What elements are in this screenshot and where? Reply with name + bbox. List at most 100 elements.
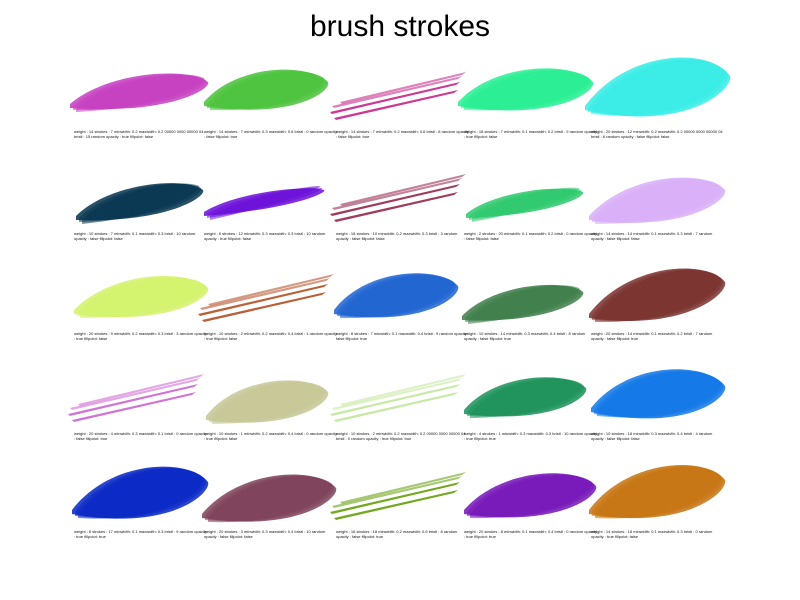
stroke-caption: weight : 2 strokes : 20 minwidth: 0.1 ma… [464,231,597,241]
brush-stroke-cell: weight : 20 strokes : 9 minwidth: 0.2 ma… [68,270,218,355]
stroke-line [332,76,462,108]
brush-stroke-graphic [72,466,209,519]
brush-stroke-graphic [466,187,584,222]
stroke-caption: weight : 10 strokes : 18 minwidth: 0.3 m… [591,431,713,441]
stroke-line [200,278,330,310]
stroke-line [330,482,460,514]
stroke-line [330,184,460,216]
brush-stroke-cell: weight : 20 strokes : 4 minwidth: 0.3 ma… [68,370,218,455]
brush-stroke-graphic [589,268,726,323]
stroke-blob [595,269,722,323]
stroke-line [334,392,458,422]
brush-stroke-graphic [464,377,587,418]
brush-stroke-cell: weight : 10 strokes : 14 minwidth: 0.3 m… [458,270,608,355]
page-title: brush strokes [309,10,491,43]
stroke-line [334,192,458,222]
stroke-blob [595,179,722,225]
brush-stroke-cell: weight : 20 strokes : 8 minwidth: 0.1 ma… [458,468,608,553]
stroke-line [332,476,462,508]
brush-stroke-cell: weight : 10 strokes : 7 minwidth: 0.1 ma… [68,170,218,255]
brush-stroke-cell: weight : 20 strokes : 3 minwidth: 0.3 ma… [198,468,348,553]
brush-stroke-graphic [74,276,209,319]
brush-stroke-graphic [464,473,597,519]
stroke-blob [340,274,455,319]
stroke-line [202,292,326,322]
stroke-blob [82,183,200,224]
stroke-line [70,378,200,410]
stroke-blob [595,466,722,519]
stroke-caption: weight : 14 strokes : 7 minwidth: 0.2 ma… [336,129,469,139]
stroke-blob [212,381,325,424]
brush-stroke-cell: weight : 4 strokes : 1 minwidth: 0.3 max… [458,370,608,455]
brush-stroke-graphic [330,472,466,520]
stroke-blob [591,59,727,116]
brush-stroke-cell: weight : 14 strokes : 7 minwidth: 0.2 ma… [68,68,218,153]
stroke-caption: weight : 14 strokes : 7 minwidth: 0.3 ma… [204,129,337,139]
brush-stroke-graphic [334,273,459,319]
stroke-caption: weight : 20 strokes : 9 minwidth: 0.2 ma… [74,331,207,341]
brush-stroke-graphic [330,374,466,422]
stroke-caption: weight : 18 strokes : 7 minwidth: 0.1 ma… [464,129,597,139]
stroke-blob [597,371,722,418]
stroke-blob [80,277,205,319]
stroke-line [340,174,466,206]
brush-stroke-cell: weight : 16 strokes : 18 minwidth: 0.2 m… [330,468,480,553]
stroke-line [208,274,334,306]
stroke-blob [464,70,590,111]
brush-stroke-graphic [591,369,726,419]
brush-stroke-graphic [76,183,204,224]
stroke-blob [208,476,333,523]
brush-stroke-graphic [589,464,726,519]
stroke-line [72,392,196,422]
brush-stroke-graphic [204,186,325,220]
brush-stroke-graphic [585,57,731,117]
brush-stroke-cell: weight : 10 strokes : 2 minwidth: 0.2 ma… [330,370,480,455]
stroke-caption: weight : 20 strokes : 3 minwidth: 0.3 ma… [204,529,326,539]
stroke-line [340,472,466,504]
stroke-caption: weight : 14 strokes : 18 minwidth: 0.1 m… [591,529,713,539]
brush-stroke-cell: weight : 10 strokes : 1 minwidth: 0.2 ma… [198,370,348,455]
stroke-line [334,490,458,520]
brush-stroke-cell: weight : 14 strokes : 7 minwidth: 0.2 ma… [330,68,480,153]
stroke-blob [78,468,205,519]
stroke-line [340,72,466,104]
brush-stroke-graphic [462,284,584,324]
stroke-caption: weight : 6 strokes : 12 minwidth: 0.3 ma… [204,231,326,241]
brush-stroke-graphic [198,274,334,322]
stroke-caption: weight : 4 strokes : 1 minwidth: 0.3 max… [464,431,597,441]
stroke-line [78,374,204,406]
stroke-caption: weight : 6 strokes : 17 minwidth: 0.1 ma… [74,529,207,539]
brush-stroke-graphic [204,69,329,111]
brush-stroke-graphic [206,380,329,424]
stroke-caption: weight : 20 strokes : 8 minwidth: 0.1 ma… [464,529,597,539]
stroke-caption: weight : 20 strokes : 12 minwidth: 0.2 m… [591,129,723,139]
stroke-caption: weight : 18 strokes : 10 minwidth: 0.2 m… [336,231,458,241]
stroke-caption: weight : 20 strokes : 4 minwidth: 0.3 ma… [74,431,207,441]
stroke-blob [470,474,593,519]
stroke-caption: weight : 20 strokes : 14 minwidth: 0.1 m… [591,331,713,341]
stroke-line [330,82,460,114]
brush-stroke-cell: weight : 14 strokes : 18 minwidth: 0.1 m… [585,464,735,553]
stroke-line [340,374,466,406]
stroke-line [332,178,462,210]
stroke-line [68,384,198,416]
stroke-caption: weight : 14 strokes : 7 minwidth: 0.2 ma… [74,129,204,139]
brush-stroke-cell: weight : 10 strokes : 18 minwidth: 0.3 m… [585,369,735,455]
brush-stroke-cell: weight : 8 strokes : 7 minwidth: 0.1 max… [330,270,480,355]
stroke-line [334,90,458,120]
brush-stroke-graphic [589,177,726,225]
brush-stroke-cell: weight : 6 strokes : 17 minwidth: 0.1 ma… [68,466,218,553]
brush-stroke-graphic [70,73,209,112]
brush-stroke-cell: weight : 14 strokes : 14 minwidth: 0.1 m… [585,170,735,255]
stroke-line [330,384,460,416]
brush-stroke-cell: weight : 10 strokes : 2 minwidth: 0.2 ma… [198,270,348,355]
stroke-caption: weight : 8 strokes : 7 minwidth: 0.1 max… [336,331,469,341]
stroke-blob [472,187,580,222]
brush-stroke-cell: weight : 20 strokes : 14 minwidth: 0.1 m… [585,268,735,355]
stroke-blob [76,74,205,112]
brush-stroke-cell: weight : 18 strokes : 10 minwidth: 0.2 m… [330,170,480,255]
stroke-blob [210,186,321,220]
stroke-blob [468,285,580,324]
stroke-caption: weight : 14 strokes : 14 minwidth: 0.1 m… [591,231,713,241]
